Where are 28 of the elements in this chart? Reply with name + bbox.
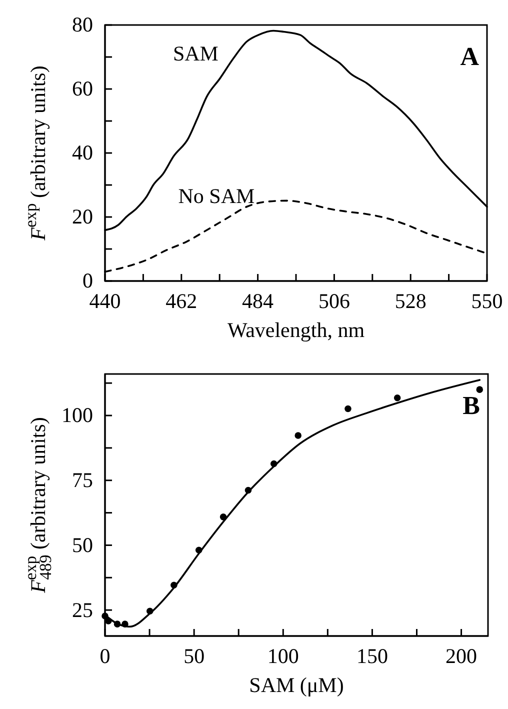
series-label: SAM <box>172 41 219 66</box>
x-tick-label: 484 <box>242 288 274 313</box>
x-axis-title: SAM (μM) <box>249 673 344 697</box>
y-tick-label: 75 <box>72 468 93 492</box>
y-tick-label: 80 <box>72 12 93 37</box>
point <box>294 432 302 439</box>
point <box>394 394 401 402</box>
x-tick-label: 50 <box>184 644 205 668</box>
y-tick-label: 20 <box>72 204 93 229</box>
point <box>476 386 484 393</box>
y-tick-label: 40 <box>72 140 93 165</box>
annotation: B <box>462 391 480 420</box>
series-label: No SAM <box>178 184 256 208</box>
x-axis-title: Wavelength, nm <box>227 318 365 342</box>
x-tick-label: 200 <box>446 644 478 668</box>
x-tick-label: 462 <box>166 288 198 313</box>
x-tick-label: 0 <box>100 644 110 668</box>
x-tick-label: 528 <box>394 288 426 313</box>
point <box>344 405 352 412</box>
x-tick-label: 100 <box>267 644 299 668</box>
x-tick-label: 506 <box>318 288 350 313</box>
y-tick-label: 60 <box>72 76 93 101</box>
y-tick-label: 25 <box>72 598 93 622</box>
y-tick-label: 100 <box>62 403 93 428</box>
x-tick-label: 550 <box>471 288 503 313</box>
annotation: A <box>460 42 480 71</box>
x-tick-label: 150 <box>356 644 388 668</box>
y-tick-label: 50 <box>72 532 93 557</box>
